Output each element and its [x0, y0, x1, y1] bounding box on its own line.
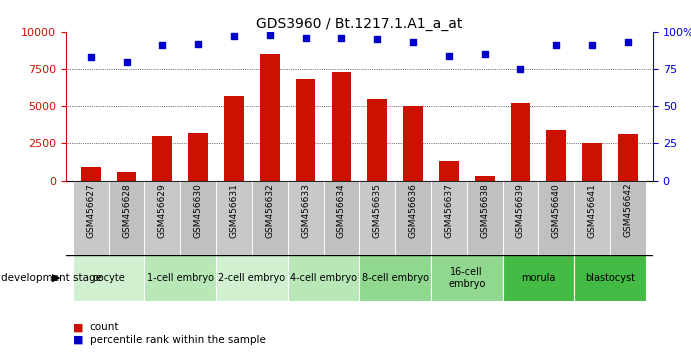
Point: [121, 59, 132, 64]
Bar: [108, 181, 144, 255]
Bar: [502, 255, 574, 301]
Text: GSM456642: GSM456642: [623, 183, 632, 238]
Bar: [583, 143, 602, 181]
Text: 4-cell embryo: 4-cell embryo: [290, 273, 357, 283]
Bar: [224, 96, 244, 181]
Text: 1-cell embryo: 1-cell embryo: [146, 273, 214, 283]
Text: ■: ■: [73, 335, 83, 345]
Bar: [73, 255, 144, 301]
Bar: [216, 255, 287, 301]
Bar: [574, 255, 646, 301]
Point: [336, 35, 347, 41]
Point: [264, 32, 275, 38]
Bar: [144, 181, 180, 255]
Bar: [189, 133, 208, 181]
Bar: [431, 181, 466, 255]
Bar: [73, 181, 108, 255]
Bar: [359, 181, 395, 255]
Point: [587, 42, 598, 48]
Point: [157, 42, 168, 48]
Bar: [359, 255, 431, 301]
Text: GSM456639: GSM456639: [516, 183, 525, 238]
Text: GSM456640: GSM456640: [552, 183, 561, 238]
Bar: [260, 54, 280, 181]
Text: oocyte: oocyte: [92, 273, 125, 283]
Bar: [547, 130, 566, 181]
Text: 16-cell
embryo: 16-cell embryo: [448, 267, 486, 289]
Text: GSM456636: GSM456636: [408, 183, 417, 238]
Text: GSM456638: GSM456638: [480, 183, 489, 238]
Point: [479, 51, 490, 57]
Bar: [216, 181, 252, 255]
Bar: [296, 79, 316, 181]
Text: GSM456633: GSM456633: [301, 183, 310, 238]
Point: [372, 36, 383, 42]
Point: [515, 66, 526, 72]
Bar: [574, 181, 610, 255]
Text: GSM456635: GSM456635: [372, 183, 381, 238]
Bar: [180, 181, 216, 255]
Text: development stage: development stage: [1, 273, 102, 283]
Bar: [610, 181, 646, 255]
Bar: [475, 176, 495, 181]
Bar: [117, 172, 136, 181]
Point: [408, 39, 419, 45]
Text: GSM456627: GSM456627: [86, 183, 95, 238]
Bar: [144, 255, 216, 301]
Text: percentile rank within the sample: percentile rank within the sample: [90, 335, 266, 345]
Text: morula: morula: [521, 273, 556, 283]
Bar: [618, 135, 638, 181]
Point: [551, 42, 562, 48]
Text: ■: ■: [73, 322, 83, 332]
Bar: [252, 181, 287, 255]
Point: [300, 35, 311, 41]
Bar: [368, 99, 387, 181]
Bar: [511, 103, 530, 181]
Text: 8-cell embryo: 8-cell embryo: [361, 273, 428, 283]
Bar: [323, 181, 359, 255]
Text: GSM456629: GSM456629: [158, 183, 167, 238]
Text: GSM456630: GSM456630: [193, 183, 202, 238]
Text: ▶: ▶: [53, 273, 61, 283]
Text: GSM456637: GSM456637: [444, 183, 453, 238]
Bar: [287, 181, 323, 255]
Bar: [403, 106, 423, 181]
Text: blastocyst: blastocyst: [585, 273, 635, 283]
Bar: [439, 161, 459, 181]
Point: [623, 39, 634, 45]
Bar: [466, 181, 502, 255]
Point: [85, 54, 96, 60]
Text: GSM456634: GSM456634: [337, 183, 346, 238]
Point: [229, 34, 240, 39]
Title: GDS3960 / Bt.1217.1.A1_a_at: GDS3960 / Bt.1217.1.A1_a_at: [256, 17, 462, 31]
Bar: [287, 255, 359, 301]
Bar: [538, 181, 574, 255]
Point: [444, 53, 455, 58]
Bar: [153, 136, 172, 181]
Bar: [395, 181, 431, 255]
Bar: [431, 255, 502, 301]
Bar: [332, 72, 351, 181]
Text: GSM456632: GSM456632: [265, 183, 274, 238]
Text: GSM456631: GSM456631: [229, 183, 238, 238]
Bar: [502, 181, 538, 255]
Bar: [81, 167, 101, 181]
Text: GSM456641: GSM456641: [587, 183, 596, 238]
Point: [193, 41, 204, 47]
Text: 2-cell embryo: 2-cell embryo: [218, 273, 285, 283]
Text: GSM456628: GSM456628: [122, 183, 131, 238]
Text: count: count: [90, 322, 120, 332]
